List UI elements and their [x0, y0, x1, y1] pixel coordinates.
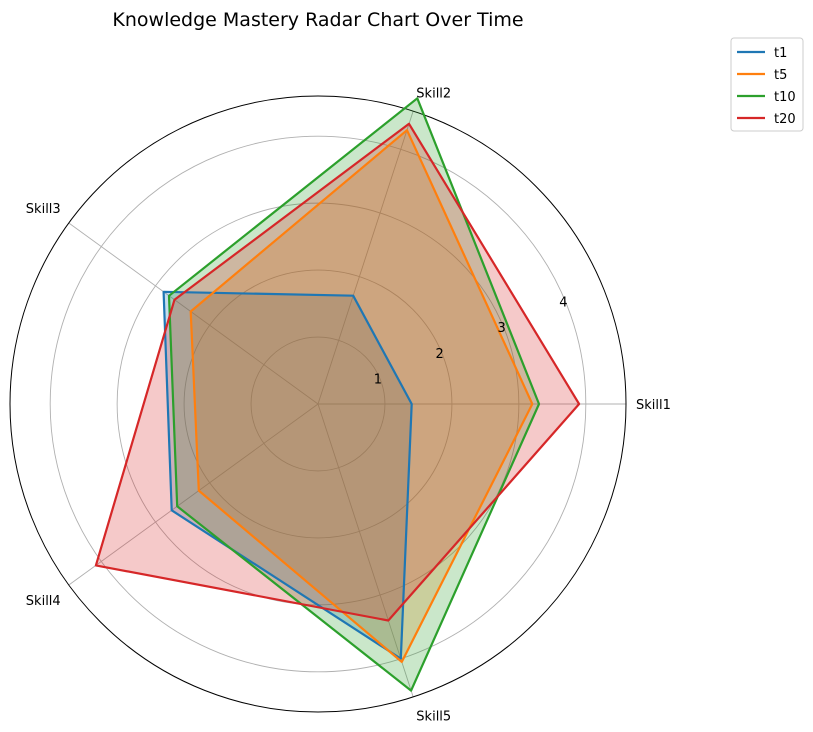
spoke-skill5 — [317, 403, 414, 698]
axis-label-skill2: Skill2 — [416, 87, 451, 102]
chart-title: Knowledge Mastery Radar Chart Over Time — [112, 9, 523, 31]
r-tick-label-4: 4 — [559, 296, 567, 311]
legend-label-t10: t10 — [774, 90, 796, 105]
legend-frame — [730, 37, 804, 132]
spoke-skill4 — [68, 403, 319, 586]
series-line-t1 — [162, 290, 413, 660]
series-fill-t1 — [163, 291, 412, 659]
legend-label-t5: t5 — [774, 68, 787, 83]
outer-frame — [9, 95, 627, 713]
legend: t1 t5 t10 t20 — [730, 37, 804, 132]
axis-label-skill1: Skill1 — [636, 398, 671, 413]
spoke-skill3 — [68, 222, 319, 405]
spoke-skill2 — [317, 110, 414, 405]
series-layer — [94, 97, 581, 692]
series-line-t5 — [189, 129, 534, 664]
grid-layer — [9, 95, 627, 713]
legend-label-t20: t20 — [774, 112, 796, 127]
series-fill-t20 — [95, 123, 580, 621]
r-tick-label-2: 2 — [436, 347, 444, 362]
legend-label-t1: t1 — [774, 46, 787, 61]
labels-layer: 1 2 3 4 Skill1 Skill2 Skill3 Skill4 Skill5 — [26, 87, 671, 725]
series-fill-t5 — [190, 130, 533, 662]
axis-label-skill5: Skill5 — [416, 709, 451, 724]
series-line-t20 — [94, 122, 581, 622]
r-tick-label-3: 3 — [497, 321, 505, 336]
r-tick-label-1: 1 — [374, 372, 382, 387]
axis-label-skill4: Skill4 — [26, 594, 61, 609]
axis-label-skill3: Skill3 — [26, 202, 61, 217]
series-line-t10 — [167, 97, 541, 692]
